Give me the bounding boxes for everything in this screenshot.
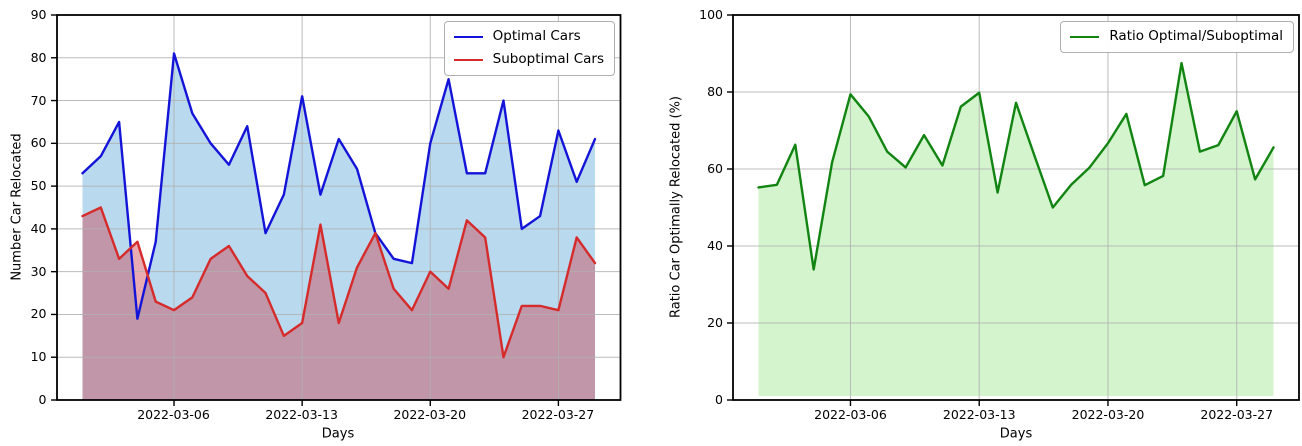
x-tick-label: 2022-03-06 [814,407,887,422]
y-tick-label: 80 [30,49,47,65]
y-tick-label: 0 [715,391,723,407]
plot-canvas [50,14,621,406]
y-tick-label: 80 [707,83,723,99]
x-tick-label: 2022-03-13 [942,407,1016,422]
y-tick-label: 100 [699,6,723,22]
data-line [757,61,1275,271]
x-tick-label: 2022-03-20 [1071,407,1145,422]
y-tick-label: 20 [30,306,47,322]
y-tick-label: 40 [707,237,723,253]
y-tick-label: 30 [30,263,47,279]
y-tick-label: 70 [30,92,47,108]
area-fill [758,63,1274,397]
legend-item: Suboptimal Cars [453,49,604,71]
x-tick-label: 2022-03-06 [137,407,210,422]
legend-item: Ratio Optimal/Suboptimal [1070,26,1283,48]
x-tick-label: 2022-03-27 [1200,407,1274,422]
data-line [80,206,596,359]
optimal-cars-line-swatch [453,36,483,38]
data-line [80,52,596,320]
y-tick-label: 40 [30,220,47,236]
right-chart-legend: Ratio Optimal/Suboptimal [1060,21,1294,53]
legend-label: Ratio Optimal/Suboptimal [1109,28,1283,45]
y-tick-label: 20 [707,314,723,330]
y-tick-label: 0 [38,391,47,407]
x-tick-label: 2022-03-27 [521,407,595,422]
plot-canvas [727,14,1300,406]
suboptimal-cars-line-swatch [453,59,483,61]
y-tick-label: 90 [30,6,47,22]
area-fill [82,207,595,400]
y-tick-label: 10 [30,348,47,364]
x-tick-label: 2022-03-13 [265,407,338,422]
x-tick-label: 2022-03-20 [393,407,467,422]
left-chart-legend: Optimal Cars Suboptimal Cars [443,21,615,76]
legend-label: Optimal Cars [492,28,581,45]
y-tick-label: 60 [707,160,723,176]
legend-label: Suboptimal Cars [492,51,604,68]
y-tick-label: 60 [30,135,47,151]
y-tick-label: 50 [30,177,47,193]
ratio-line-swatch [1070,36,1100,38]
legend-item: Optimal Cars [453,26,604,48]
area-fill [82,53,595,400]
left-chart-plot-area: Optimal Cars Suboptimal Cars 0 10 20 30 40 50… [31,8,621,421]
right-chart-plot-area: Ratio Optimal/Suboptimal 0 20 40 60 80 100 202… [699,8,1300,421]
